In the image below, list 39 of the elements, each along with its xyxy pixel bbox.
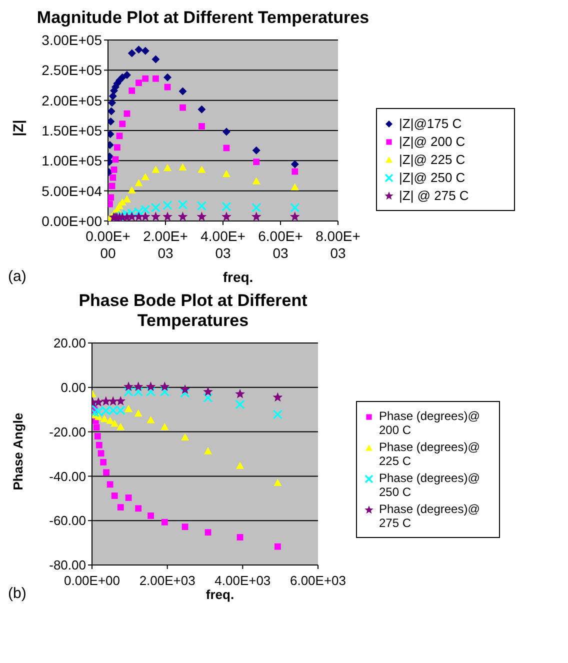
x-axis-title: freq. [222, 269, 254, 285]
text: (a) [8, 268, 26, 285]
y-tick-label: 1.00E+05 [42, 152, 102, 169]
x-tick-label: 6.00E+03 [258, 228, 303, 261]
legend-label: Phase (degrees)@ 275 C [379, 502, 481, 530]
y-tick-label: 2.00E+05 [42, 92, 102, 108]
y-axis-title: Phase Angle [10, 412, 26, 490]
x-tick-label: 6.00E+03 [290, 573, 346, 588]
y-tick-label: -40.00 [49, 468, 86, 484]
x-tick-label: 2.00E+03 [143, 228, 188, 261]
x-axis-title: freq. [206, 587, 234, 602]
legend-label: Phase (degrees)@ 200 C [379, 409, 481, 437]
chart-title: Magnitude Plot at Different Temperatures [36, 8, 370, 28]
legend-label: Phase (degrees)@ 250 C [379, 471, 481, 499]
y-tick-label: -60.00 [49, 513, 86, 528]
legend-label: |Z| @ 275 C [399, 188, 469, 203]
x-tick-label: 0.00E+00 [86, 228, 130, 261]
y-tick-label: 5.00E+04 [42, 182, 102, 199]
y-tick-label: 0.00E+00 [42, 212, 102, 229]
text: (b) [8, 585, 26, 602]
legend-label: |Z|@ 225 C [399, 152, 466, 167]
x-tick-label: 4.00E+03 [200, 228, 246, 261]
legend-label: |Z|@ 200 C [399, 134, 466, 149]
legend-label: Phase (degrees)@ 225 C [379, 440, 481, 468]
legend-label: |Z|@ 250 C [399, 170, 466, 185]
y-tick-label: 2.50E+05 [42, 62, 102, 78]
y-tick-label: -20.00 [49, 424, 86, 440]
y-tick-label: -80.00 [49, 558, 86, 573]
y-tick-label: 0.00 [60, 380, 86, 396]
legend-label: |Z|@175 C [399, 116, 462, 131]
x-tick-label: 4.00E+03 [214, 573, 271, 588]
y-tick-label: 1.50E+05 [42, 122, 102, 138]
x-tick-label: 8.00E+03 [316, 228, 360, 261]
y-tick-label: 3.00E+05 [42, 32, 102, 48]
x-tick-label: 2.00E+03 [139, 573, 196, 588]
y-axis-title: |Z| [10, 119, 26, 136]
chart-title: Phase Bode Plot at Different Temperatures [78, 291, 308, 331]
y-tick-label: 20.00 [53, 336, 86, 351]
x-tick-label: 0.00E+00 [64, 573, 120, 588]
